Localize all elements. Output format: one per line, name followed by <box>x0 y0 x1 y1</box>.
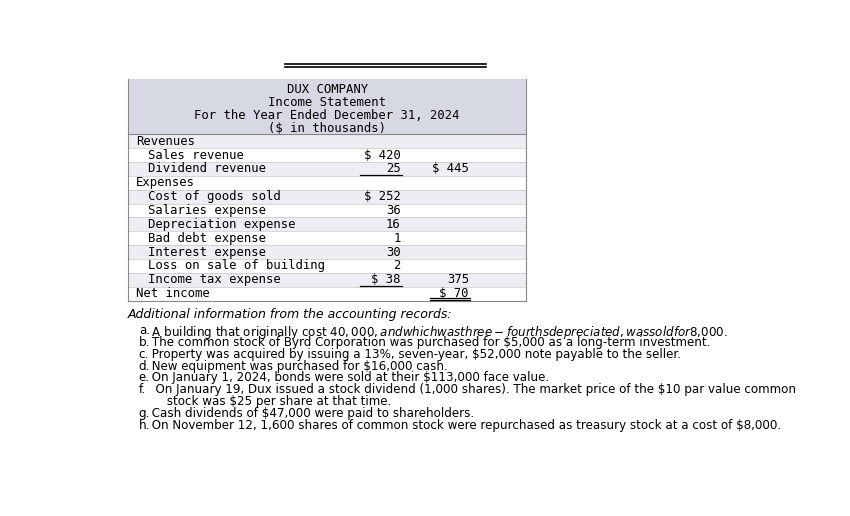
Text: Income Statement: Income Statement <box>268 96 386 109</box>
Text: Dividend revenue: Dividend revenue <box>148 163 266 175</box>
FancyBboxPatch shape <box>128 79 526 134</box>
Text: $ 70: $ 70 <box>439 287 469 300</box>
Text: c.: c. <box>139 348 149 361</box>
Text: Property was acquired by issuing a 13%, seven-year, $52,000 note payable to the : Property was acquired by issuing a 13%, … <box>148 348 681 361</box>
Text: On November 12, 1,600 shares of common stock were repurchased as treasury stock : On November 12, 1,600 shares of common s… <box>148 419 781 432</box>
FancyBboxPatch shape <box>128 217 526 231</box>
FancyBboxPatch shape <box>128 176 526 190</box>
Text: 2: 2 <box>394 260 400 272</box>
Text: Income tax expense: Income tax expense <box>148 273 280 286</box>
Text: h.: h. <box>139 419 150 432</box>
Text: Net income: Net income <box>136 287 209 300</box>
Text: On January 19, Dux issued a stock dividend (1,000 shares). The market price of t: On January 19, Dux issued a stock divide… <box>148 383 796 396</box>
Text: 36: 36 <box>386 204 400 217</box>
Text: 16: 16 <box>386 218 400 231</box>
FancyBboxPatch shape <box>128 190 526 204</box>
Text: b.: b. <box>139 335 150 349</box>
Text: Depreciation expense: Depreciation expense <box>148 218 296 231</box>
Text: $ 252: $ 252 <box>364 190 400 203</box>
Text: Additional information from the accounting records:: Additional information from the accounti… <box>128 309 452 321</box>
Text: a.: a. <box>139 324 150 337</box>
FancyBboxPatch shape <box>128 273 526 287</box>
Text: Loss on sale of building: Loss on sale of building <box>148 260 325 272</box>
FancyBboxPatch shape <box>128 148 526 162</box>
FancyBboxPatch shape <box>128 245 526 259</box>
Text: e.: e. <box>139 372 150 384</box>
Text: The common stock of Byrd Corporation was purchased for $5,000 as a long-term inv: The common stock of Byrd Corporation was… <box>148 335 711 349</box>
FancyBboxPatch shape <box>128 259 526 273</box>
FancyBboxPatch shape <box>128 231 526 245</box>
Text: $ 38: $ 38 <box>371 273 400 286</box>
Text: Revenues: Revenues <box>136 135 195 148</box>
FancyBboxPatch shape <box>128 162 526 176</box>
Text: For the Year Ended December 31, 2024: For the Year Ended December 31, 2024 <box>195 109 460 122</box>
Text: Expenses: Expenses <box>136 176 195 189</box>
Text: 30: 30 <box>386 246 400 259</box>
Text: Interest expense: Interest expense <box>148 246 266 259</box>
Text: $ 420: $ 420 <box>364 149 400 162</box>
Text: New equipment was purchased for $16,000 cash.: New equipment was purchased for $16,000 … <box>148 360 448 373</box>
Text: DUX COMPANY: DUX COMPANY <box>286 83 368 95</box>
Text: $ 445: $ 445 <box>432 163 469 175</box>
Text: Bad debt expense: Bad debt expense <box>148 232 266 245</box>
Text: g.: g. <box>139 407 150 420</box>
FancyBboxPatch shape <box>128 204 526 217</box>
Text: Cost of goods sold: Cost of goods sold <box>148 190 280 203</box>
Text: 375: 375 <box>447 273 469 286</box>
Text: Sales revenue: Sales revenue <box>148 149 244 162</box>
Text: ($ in thousands): ($ in thousands) <box>268 122 386 135</box>
Text: d.: d. <box>139 360 150 373</box>
FancyBboxPatch shape <box>128 134 526 148</box>
Text: A building that originally cost $40,000, and which was three-fourths depreciated: A building that originally cost $40,000,… <box>148 324 728 341</box>
Text: On January 1, 2024, bonds were sold at their $113,000 face value.: On January 1, 2024, bonds were sold at t… <box>148 372 549 384</box>
Text: stock was $25 per share at that time.: stock was $25 per share at that time. <box>148 395 391 408</box>
FancyBboxPatch shape <box>128 287 526 301</box>
Text: 1: 1 <box>394 232 400 245</box>
Text: f.: f. <box>139 383 146 396</box>
Text: 25: 25 <box>386 163 400 175</box>
Text: Salaries expense: Salaries expense <box>148 204 266 217</box>
Text: Cash dividends of $47,000 were paid to shareholders.: Cash dividends of $47,000 were paid to s… <box>148 407 474 420</box>
